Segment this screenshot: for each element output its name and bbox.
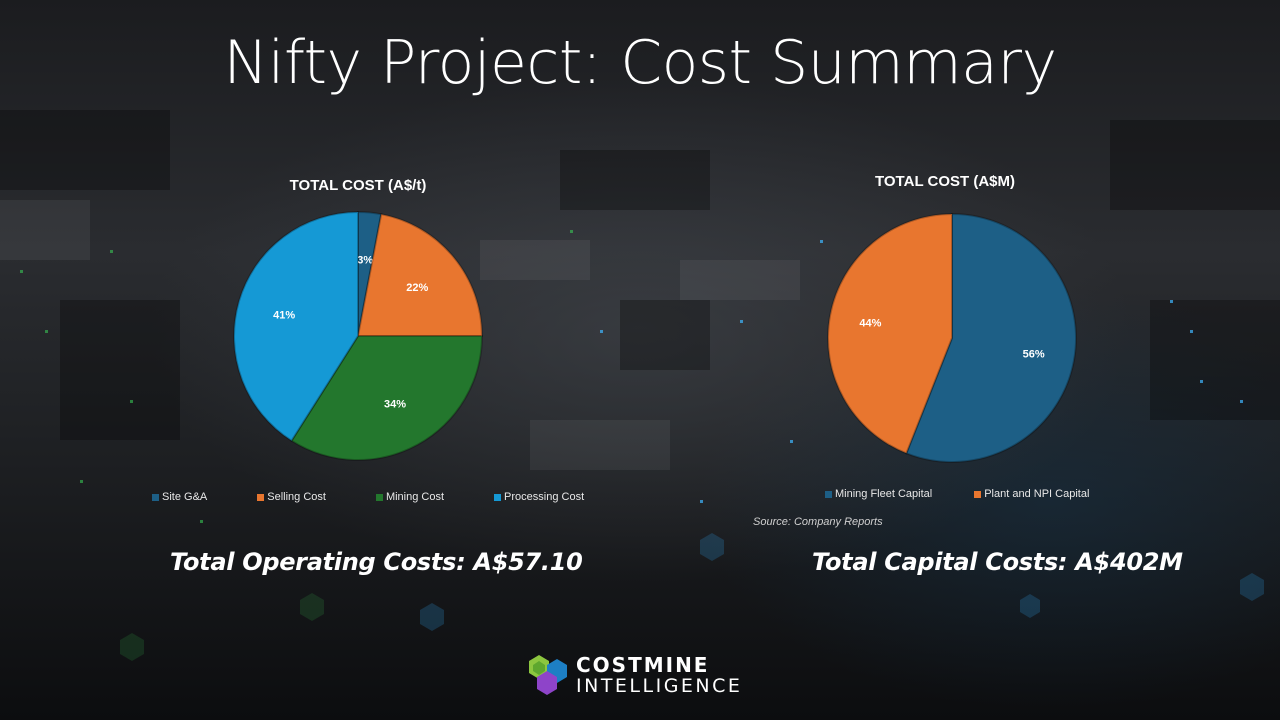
opex-chart-title: TOTAL COST (A$/t) xyxy=(289,177,427,194)
pie-slice-mining-cost xyxy=(290,335,484,461)
legend-label: Processing Cost xyxy=(504,491,585,503)
total-operating-costs: Total Operating Costs: A$57.10 xyxy=(170,548,583,576)
legend-swatch xyxy=(825,490,832,498)
pie-slice-site-g-a xyxy=(357,210,383,337)
capex-pie-chart: 56% 44% xyxy=(827,212,1077,463)
legend-item-mining-cost: Mining Cost xyxy=(375,491,445,503)
legend-label: Mining Fleet Capital xyxy=(835,488,933,500)
capex-legend: Mining Fleet Capital Plant and NPI Capita… xyxy=(825,488,1131,500)
logo-line-2: INTELLIGENCE xyxy=(576,674,743,697)
legend-label: Plant and NPI Capital xyxy=(984,488,1090,500)
legend-label: Mining Cost xyxy=(385,491,445,503)
data-label-mining-cost: 34% xyxy=(384,398,406,410)
legend-label: Selling Cost xyxy=(267,491,326,503)
legend-swatch xyxy=(494,493,502,501)
legend-label: Site G&A xyxy=(162,491,208,503)
opex-pie-chart: 3% 22% 34% 41% xyxy=(233,210,484,461)
legend-swatch xyxy=(152,493,159,501)
data-label-plant-and-npi-capital: 44% xyxy=(859,317,881,329)
pie-slice-mining-fleet-capital xyxy=(905,212,1077,463)
opex-legend: Site G&A Selling Cost Mining Cost Processin… xyxy=(152,491,634,503)
legend-item-site-g-a: Site G&A xyxy=(152,491,207,503)
data-label-mining-fleet-capital: 56% xyxy=(1023,349,1045,361)
page-title: Nifty Project: Cost Summary xyxy=(223,28,1057,98)
costmine-logo: COSTMINE INTELLIGENCE xyxy=(527,653,742,697)
legend-item-plant-and-npi-capital: Plant and NPI Capital xyxy=(974,488,1089,500)
logo-line-1: COSTMINE xyxy=(576,652,710,677)
legend-swatch xyxy=(257,493,265,501)
legend-item-processing-cost: Processing Cost xyxy=(494,491,584,503)
data-label-selling-cost: 22% xyxy=(406,282,428,294)
source-note: Source: Company Reports xyxy=(753,516,883,528)
pie-slice-processing-cost xyxy=(233,210,359,443)
legend-swatch xyxy=(974,490,982,498)
legend-swatch xyxy=(375,493,383,501)
data-label-site-g-a: 3% xyxy=(357,254,373,266)
legend-item-mining-fleet-capital: Mining Fleet Capital xyxy=(825,488,932,500)
total-capital-costs: Total Capital Costs: A$402M xyxy=(812,548,1183,576)
data-label-processing-cost: 41% xyxy=(273,310,295,322)
capex-chart-title: TOTAL COST (A$M) xyxy=(875,173,1015,190)
hexagon-cube-logo-icon xyxy=(529,655,567,695)
pie-slice-selling-cost xyxy=(356,213,484,337)
pie-slice-plant-and-npi-capital xyxy=(827,212,953,455)
legend-item-selling-cost: Selling Cost xyxy=(257,491,326,503)
